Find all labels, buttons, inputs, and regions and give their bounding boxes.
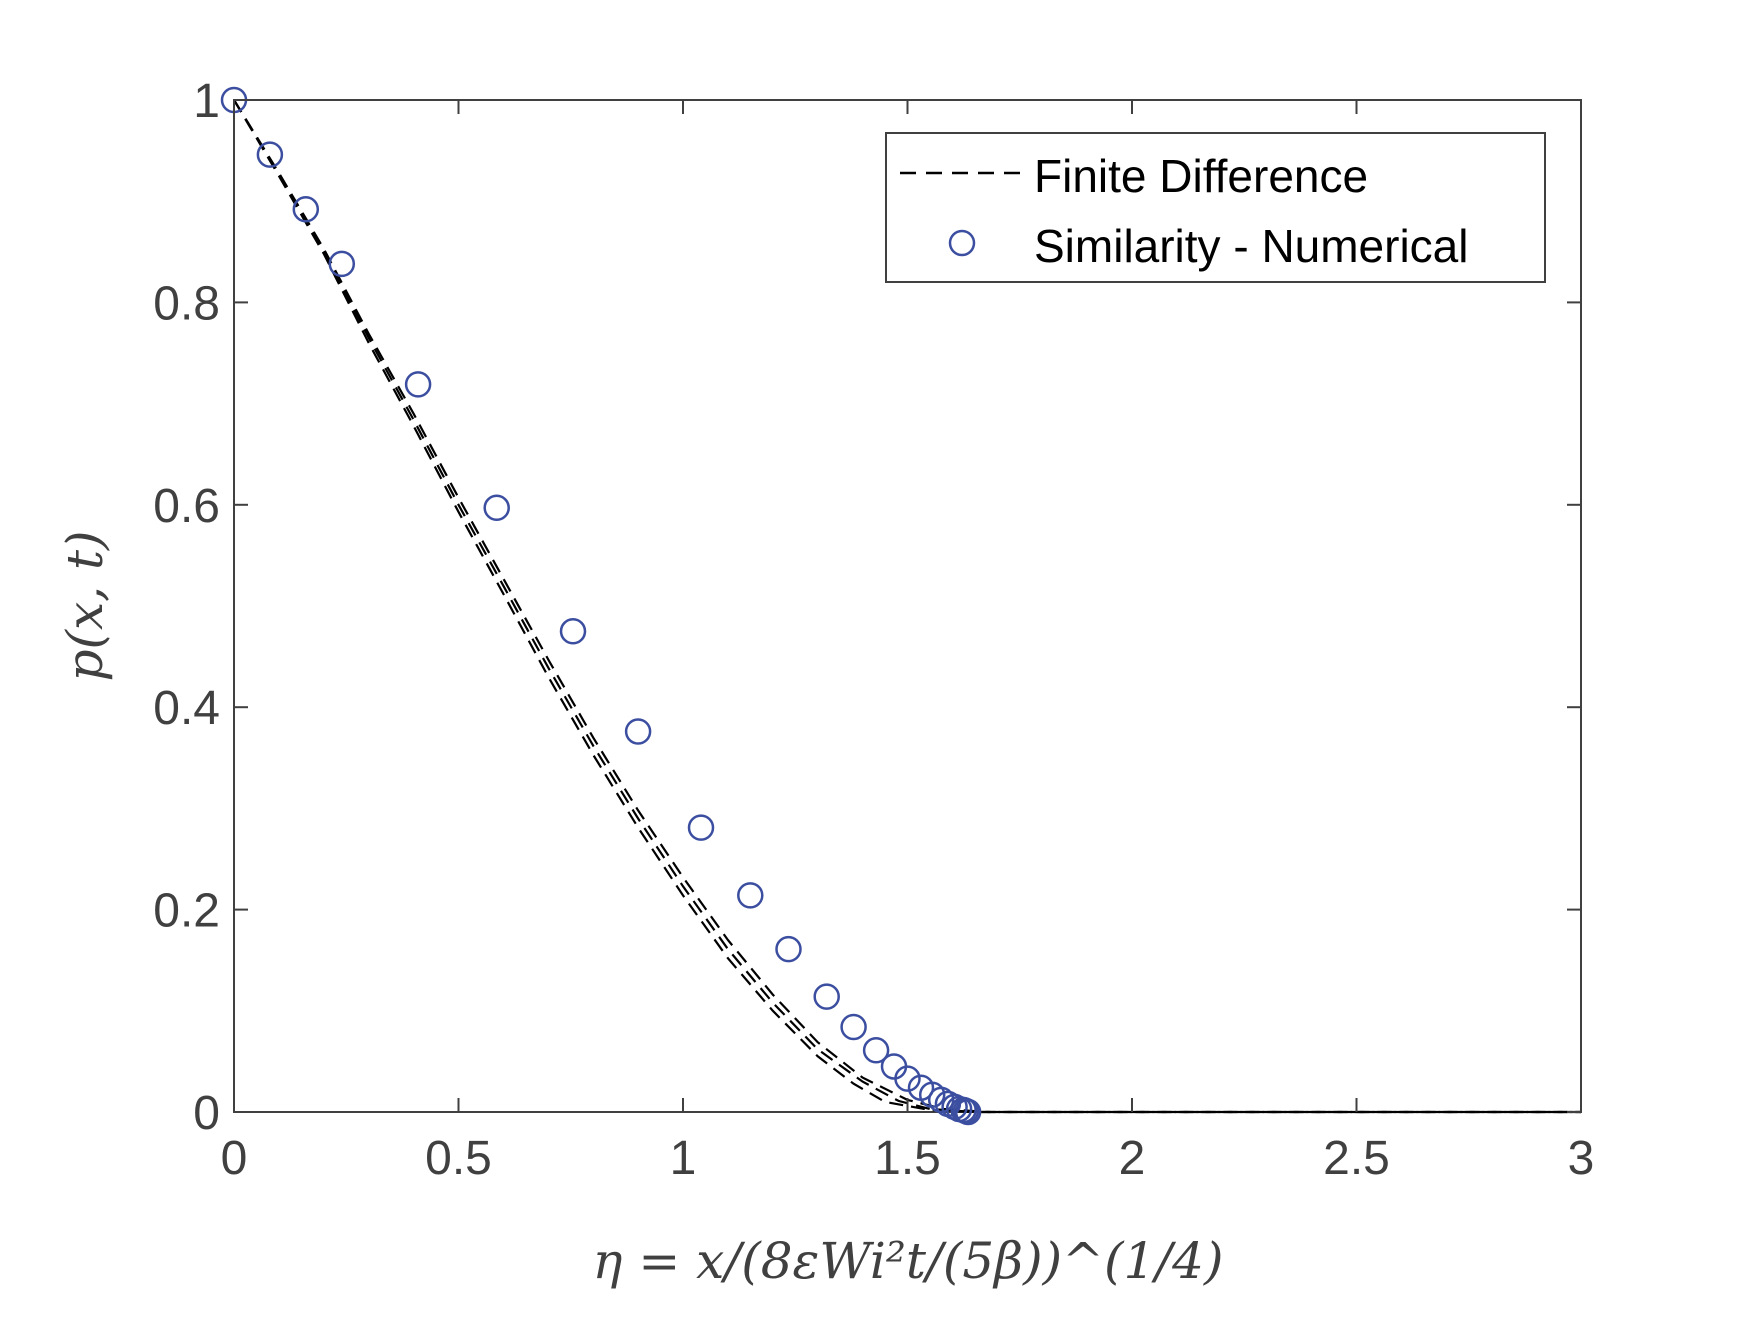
x-tick-label: 3 xyxy=(1568,1132,1595,1185)
similarity-point xyxy=(840,1013,867,1041)
y-tick-label: 1 xyxy=(193,75,220,128)
x-tick-label: 1.5 xyxy=(874,1132,941,1185)
y-tick-label: 0.4 xyxy=(153,682,220,735)
y-tick-label: 0.6 xyxy=(153,480,220,533)
axis-tick-labels: 0 0.5 1 1.5 2 2.5 3 0 0.2 0.4 0.6 0.8 1 xyxy=(153,75,1594,1185)
x-tick-label: 2 xyxy=(1119,1132,1146,1185)
axis-ticks xyxy=(233,99,1582,1113)
similarity-point xyxy=(862,1037,890,1064)
x-axis-title: η = x/(8εWi²t/(5β))^(1/4) xyxy=(593,1232,1224,1290)
finite-difference-line-3 xyxy=(233,99,1581,1114)
similarity-point xyxy=(813,983,840,1010)
y-tick-label: 0.8 xyxy=(153,277,220,330)
legend-similarity-label: Similarity - Numerical xyxy=(1034,220,1468,272)
similarity-point xyxy=(559,618,587,645)
finite-difference-curves xyxy=(233,99,1581,1114)
y-tick-label: 0.2 xyxy=(153,885,220,938)
y-tick-label: 0 xyxy=(193,1087,220,1140)
similarity-point xyxy=(292,196,320,223)
similarity-point xyxy=(483,494,510,522)
similarity-point xyxy=(256,141,284,168)
similarity-markers xyxy=(220,86,982,1126)
similarity-point xyxy=(624,718,652,745)
legend-box xyxy=(885,132,1546,283)
similarity-point xyxy=(894,1065,921,1092)
legend-finite-difference-label: Finite Difference xyxy=(1034,150,1368,202)
similarity-point xyxy=(954,1098,982,1126)
similarity-point xyxy=(404,371,432,398)
legend-similarity-swatch xyxy=(948,229,976,257)
similarity-point xyxy=(737,882,764,909)
similarity-point xyxy=(328,250,356,278)
x-tick-label: 1 xyxy=(670,1132,697,1185)
x-tick-label: 0.5 xyxy=(425,1132,492,1185)
legend: Finite Difference Similarity - Numerical xyxy=(885,132,1546,283)
similarity-point xyxy=(775,935,802,963)
x-tick-label: 0 xyxy=(221,1132,248,1185)
y-axis-title: p(x, t) xyxy=(56,530,114,681)
x-tick-label: 2.5 xyxy=(1323,1132,1390,1185)
similarity-point xyxy=(687,814,715,841)
